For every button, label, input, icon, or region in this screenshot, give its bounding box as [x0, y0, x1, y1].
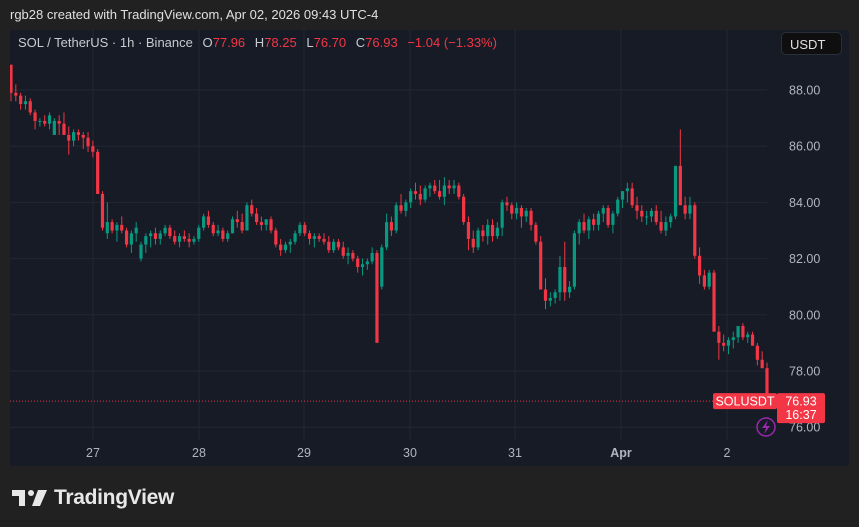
symbol-info[interactable]: SOL / TetherUS · 1h · Binance	[18, 35, 193, 50]
low-value: 76.70	[313, 35, 347, 50]
close-value: 76.93	[365, 35, 398, 50]
countdown-label: 16:37	[785, 408, 816, 422]
high-value: 78.25	[264, 35, 297, 50]
y-tick-label: 80.00	[789, 308, 820, 322]
y-tick-label: 84.00	[789, 196, 820, 210]
footer-logo[interactable]: TradingView	[12, 486, 174, 510]
ohlc-legend: SOL / TetherUS · 1h · Binance O77.96 H78…	[18, 35, 497, 50]
close-label: C	[355, 35, 366, 50]
currency-button[interactable]: USDT	[781, 32, 842, 55]
chart-credit: rgb28 created with TradingView.com, Apr …	[10, 7, 379, 22]
change-value: −1.04 (−1.33%)	[407, 35, 497, 50]
lightning-alert-icon[interactable]	[756, 417, 776, 437]
y-tick-label: 76.00	[789, 421, 820, 435]
grid	[10, 30, 767, 440]
x-tick-label: 27	[86, 446, 100, 460]
open-label: O	[202, 35, 213, 50]
x-tick-label: 29	[297, 446, 311, 460]
candles	[10, 64, 769, 408]
low-label: L	[306, 35, 314, 50]
y-tick-label: 88.00	[789, 84, 820, 98]
x-tick-label: Apr	[610, 446, 632, 460]
x-tick-label: 2	[724, 446, 731, 460]
high-label: H	[254, 35, 265, 50]
tradingview-brand: TradingView	[54, 486, 175, 509]
y-tick-label: 78.00	[789, 365, 820, 379]
tradingview-logo-icon	[12, 490, 47, 506]
x-tick-label: 30	[403, 446, 417, 460]
chart-panel[interactable]: 76.00 78.00 80.00 82.00 84.00 86.00 88.00 27 28 2…	[10, 30, 849, 466]
candlestick-chart[interactable]: 76.00 78.00 80.00 82.00 84.00 86.00 88.00 27 28 2…	[10, 30, 849, 466]
svg-text:SOLUSDT: SOLUSDT	[715, 395, 774, 409]
x-tick-label: 31	[508, 446, 522, 460]
x-tick-label: 28	[192, 446, 206, 460]
y-tick-label: 86.00	[789, 140, 820, 154]
y-tick-label: 82.00	[789, 252, 820, 266]
last-price-label: 76.93	[785, 395, 816, 409]
open-value: 77.96	[212, 35, 246, 50]
